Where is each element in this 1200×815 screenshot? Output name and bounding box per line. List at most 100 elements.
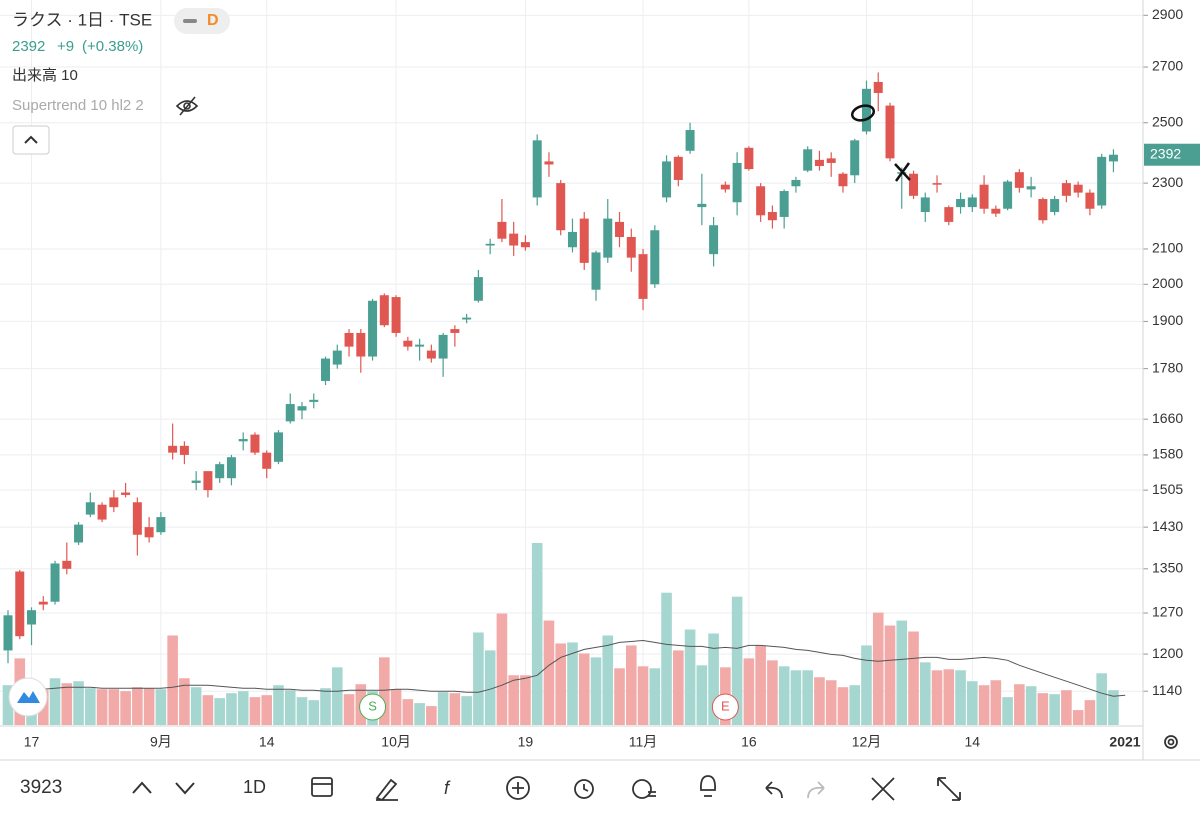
volume-bar xyxy=(884,625,896,725)
volume-bar xyxy=(143,688,155,725)
volume-bar xyxy=(872,612,884,725)
candle-body xyxy=(544,161,554,165)
volume-bar xyxy=(731,596,743,725)
volume-bar xyxy=(426,706,437,725)
candle-body xyxy=(709,225,719,255)
candle-body xyxy=(15,571,25,637)
candle-body xyxy=(321,358,331,381)
volume-bar xyxy=(896,620,908,725)
x-tick-label: 2021 xyxy=(1109,734,1140,750)
hide-icon[interactable] xyxy=(175,96,199,116)
volume-bar xyxy=(61,683,73,725)
candle-body xyxy=(744,147,754,170)
candle-body xyxy=(97,504,107,520)
candle-body xyxy=(579,218,589,263)
volume-bar xyxy=(967,681,978,725)
volume-bar xyxy=(73,681,84,725)
candle-body xyxy=(1050,199,1060,213)
volume-bar xyxy=(85,688,96,725)
candle-body xyxy=(238,439,248,442)
volume-bar xyxy=(308,700,320,725)
candle-body xyxy=(791,179,801,187)
toolbar-icons[interactable]: f xyxy=(311,775,961,802)
candle-body xyxy=(1061,183,1071,196)
candles xyxy=(3,72,1118,664)
candle-body xyxy=(650,230,660,285)
candle-body xyxy=(85,502,95,515)
collapse-button[interactable] xyxy=(12,125,50,155)
volume-bar xyxy=(1096,673,1107,725)
x-tick-label: 12月 xyxy=(852,734,882,750)
candle-body xyxy=(509,233,519,246)
volume-bar xyxy=(1061,690,1072,725)
volume-bar xyxy=(296,697,308,725)
candle-body xyxy=(50,563,60,602)
candle-body xyxy=(697,203,707,208)
candle-body xyxy=(168,445,178,453)
candle-body xyxy=(991,208,1001,214)
candle-body xyxy=(779,191,789,217)
volume-bar xyxy=(614,668,625,725)
candle-body xyxy=(603,218,613,258)
candle-body xyxy=(62,560,72,569)
volume-bar xyxy=(132,687,143,725)
y-tick-label: 1900 xyxy=(1152,312,1183,328)
toolbar-symbol[interactable]: 3923 xyxy=(20,777,62,798)
volume-bar xyxy=(120,691,131,725)
candle-body xyxy=(462,317,472,320)
x-tick-label: 10月 xyxy=(381,734,411,750)
candle-body xyxy=(826,158,836,163)
volume-bar xyxy=(814,677,825,725)
last-price: 2392 xyxy=(12,38,45,55)
volume-bar xyxy=(1037,693,1049,725)
last-price-tag xyxy=(1144,143,1200,166)
candle-body xyxy=(144,527,154,538)
candle-body xyxy=(1038,199,1048,221)
volume-bar xyxy=(861,645,872,725)
volume-bar xyxy=(520,675,531,725)
volume-bar xyxy=(379,657,390,725)
volume-bar xyxy=(602,635,614,725)
symbol-title: ラクス · 1日 · TSE xyxy=(12,10,152,29)
candle-body xyxy=(74,524,84,543)
volume-bar xyxy=(1108,690,1119,725)
volume-bar xyxy=(167,635,178,725)
volume-bar xyxy=(331,667,343,725)
candle-body xyxy=(1026,186,1036,190)
candle-body xyxy=(850,140,860,176)
candle-body xyxy=(638,254,648,299)
volume-bar xyxy=(484,650,496,725)
toolbar-interval[interactable]: 1D xyxy=(243,777,266,797)
volume-bar xyxy=(1014,684,1025,725)
svg-text:f: f xyxy=(444,778,451,798)
settings-icon[interactable] xyxy=(1164,735,1178,749)
volume-bar xyxy=(1072,710,1084,725)
event-label: S xyxy=(368,698,377,713)
y-tick-label: 1270 xyxy=(1152,604,1183,620)
y-tick-label: 1580 xyxy=(1152,446,1183,462)
candle-body xyxy=(532,140,542,198)
candle-body xyxy=(132,502,142,535)
candle-body xyxy=(885,105,895,159)
x-tick-label: 14 xyxy=(259,734,275,750)
badge[interactable] xyxy=(174,8,230,34)
nav-arrows[interactable] xyxy=(132,781,195,795)
volume-bar xyxy=(449,693,461,725)
candle-body xyxy=(567,231,577,248)
candle-body xyxy=(426,350,436,359)
y-tick-label: 1660 xyxy=(1152,410,1183,426)
candle-body xyxy=(485,243,495,246)
candle-body xyxy=(1085,192,1095,209)
candle-body xyxy=(250,434,260,453)
volume-bar xyxy=(96,689,108,725)
y-tick-label: 2000 xyxy=(1152,275,1183,291)
candle-body xyxy=(156,517,166,533)
volume-bar xyxy=(755,645,766,725)
volume-bar xyxy=(978,685,990,725)
grid xyxy=(0,0,1148,726)
volume-bar xyxy=(402,699,414,725)
candle-body xyxy=(273,432,283,462)
candle-body xyxy=(179,445,189,455)
volume-bar xyxy=(155,689,167,725)
